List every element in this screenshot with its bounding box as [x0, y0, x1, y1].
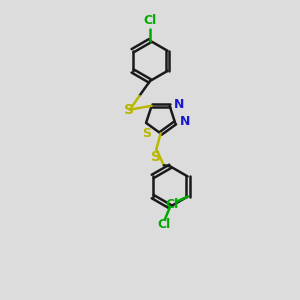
- Text: S: S: [124, 103, 134, 117]
- Text: S: S: [142, 127, 151, 140]
- Text: Cl: Cl: [165, 197, 178, 211]
- Text: Cl: Cl: [158, 218, 171, 231]
- Text: Cl: Cl: [143, 14, 157, 27]
- Text: N: N: [180, 115, 190, 128]
- Text: N: N: [174, 98, 184, 111]
- Text: S: S: [151, 150, 161, 164]
